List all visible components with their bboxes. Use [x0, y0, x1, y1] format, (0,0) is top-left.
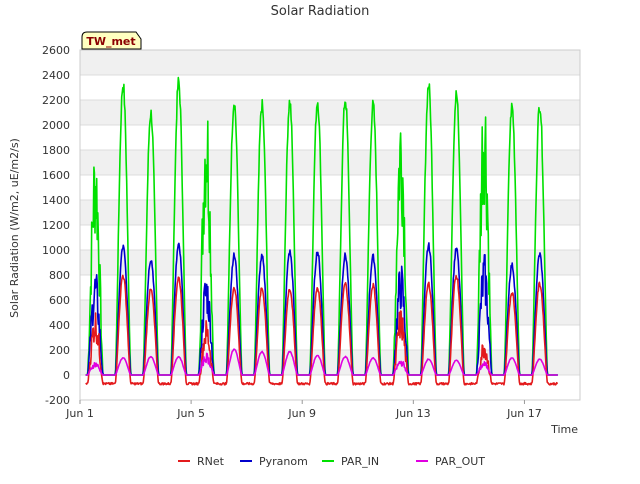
y-tick-label: 600: [49, 294, 70, 307]
chart-title: Solar Radiation: [271, 4, 370, 19]
background-band: [80, 225, 580, 250]
y-tick-label: 1600: [42, 169, 70, 182]
y-tick-label: 2000: [42, 119, 70, 132]
badge-shape: [81, 31, 142, 50]
background-band: [80, 175, 580, 200]
y-tick-label: 0: [63, 369, 70, 382]
x-tick-label: Jun 17: [506, 407, 542, 420]
x-tick-label: Jun 5: [176, 407, 205, 420]
background-band: [80, 350, 580, 375]
legend-label: PAR_IN: [341, 455, 379, 468]
series-layer: [85, 76, 559, 386]
x-tick-label: Jun 9: [287, 407, 316, 420]
background-band: [80, 150, 580, 175]
y-tick-label: 200: [49, 344, 70, 357]
background-band: [80, 375, 580, 400]
plot-background-bands: [80, 50, 580, 400]
x-axis-label: Time: [550, 423, 578, 436]
background-band: [80, 100, 580, 125]
y-axis-ticks: -200 0 200 400 600 800 1000 1200 1400 1600 1800 200…: [42, 44, 70, 407]
x-tick-label: Jun 13: [395, 407, 431, 420]
background-band: [80, 300, 580, 325]
background-band: [80, 200, 580, 225]
y-tick-label: 2200: [42, 94, 70, 107]
y-tick-label: 1200: [42, 219, 70, 232]
background-band: [80, 50, 580, 75]
y-tick-label: 2600: [42, 44, 70, 57]
y-tick-label: -200: [45, 394, 70, 407]
y-tick-label: 1000: [42, 244, 70, 257]
background-band: [80, 75, 580, 100]
x-tick-label: Jun 1: [65, 407, 94, 420]
legend: RNet Pyranom PAR_IN PAR_OUT: [178, 455, 485, 468]
series-line-par-out: [85, 348, 559, 376]
background-band: [80, 125, 580, 150]
plot-frame: [79, 49, 581, 401]
legend-label: Pyranom: [259, 455, 308, 468]
background-band: [80, 250, 580, 275]
background-band: [80, 275, 580, 300]
y-tick-label: 400: [49, 319, 70, 332]
y-axis-label: Solar Radiation (W/m2, uE/m2/s): [8, 138, 21, 318]
y-tick-label: 800: [49, 269, 70, 282]
y-tick-label: 1800: [42, 144, 70, 157]
y-tick-label: 1400: [42, 194, 70, 207]
x-axis-ticks: Jun 1 Jun 5 Jun 9 Jun 13 Jun 17: [65, 400, 542, 420]
station-badge: TW_met: [81, 31, 142, 50]
background-band: [80, 325, 580, 350]
y-tick-label: 2400: [42, 69, 70, 82]
legend-label: PAR_OUT: [435, 455, 485, 468]
badge-label: TW_met: [86, 35, 135, 48]
legend-label: RNet: [197, 455, 225, 468]
